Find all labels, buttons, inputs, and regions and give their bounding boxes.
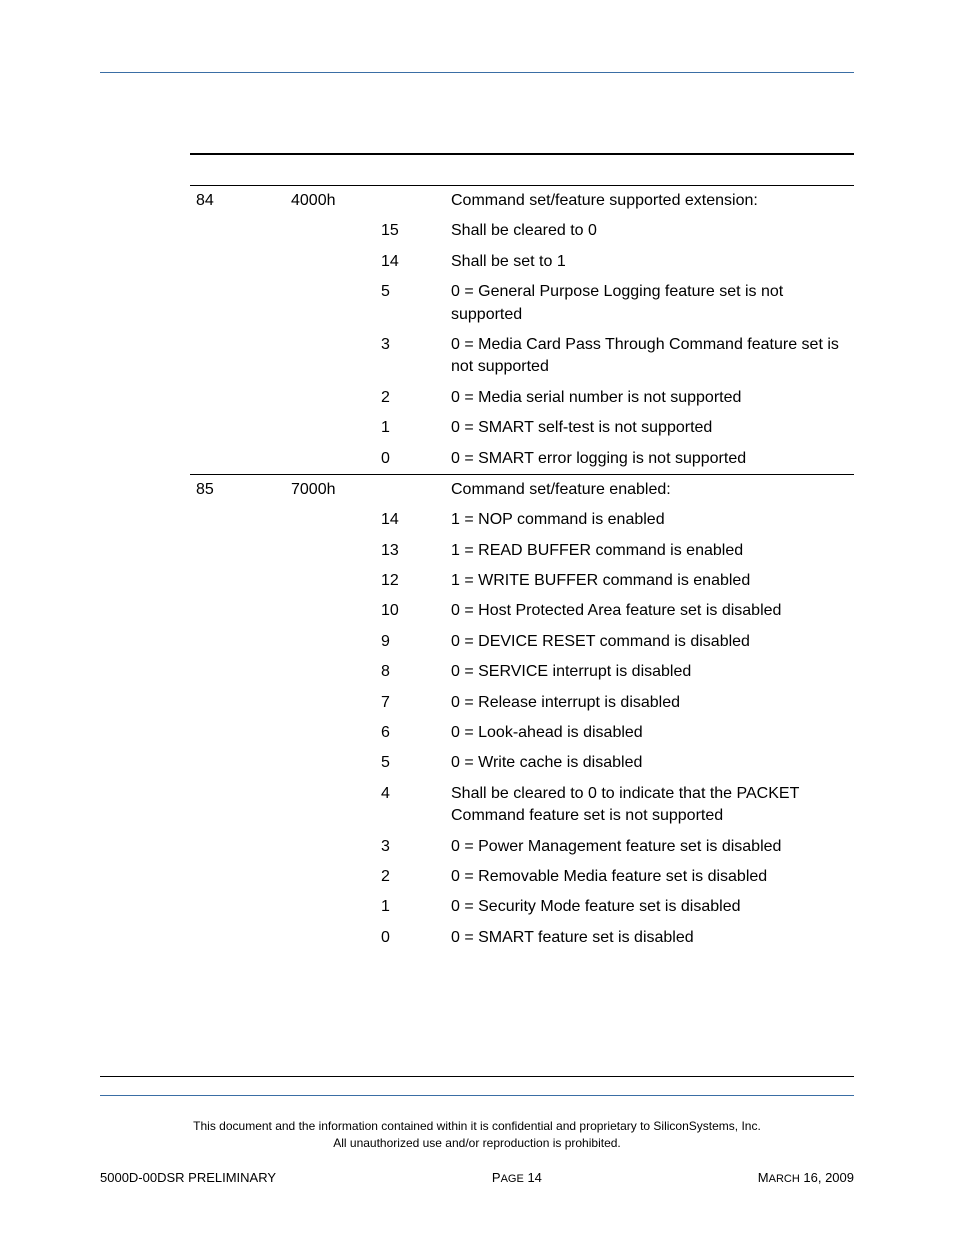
- page-content: 84 4000h Command set/feature supported e…: [0, 0, 954, 953]
- table-top-border: [190, 153, 854, 155]
- confidential-notice: This document and the information contai…: [100, 1118, 854, 1152]
- cell-desc: Command set/feature supported extension:: [445, 186, 854, 217]
- cell-desc: 1 = READ BUFFER command is enabled: [445, 536, 854, 566]
- cell-desc: 0 = SMART self-test is not supported: [445, 413, 854, 443]
- cell-word: 85: [190, 474, 285, 505]
- confidential-line2: All unauthorized use and/or reproduction…: [333, 1136, 621, 1150]
- cell-bit: 3: [375, 330, 445, 383]
- table-row: 0 0 = SMART feature set is disabled: [190, 923, 854, 953]
- cell-bit: 0: [375, 923, 445, 953]
- cell-desc: 0 = SMART error logging is not supported: [445, 444, 854, 475]
- table-row: 10 0 = Host Protected Area feature set i…: [190, 596, 854, 626]
- cell-bit: 2: [375, 862, 445, 892]
- footer-right: MARCH 16, 2009: [758, 1170, 854, 1185]
- cell-bit: 10: [375, 596, 445, 626]
- footer: This document and the information contai…: [100, 1076, 854, 1185]
- table-container: 84 4000h Command set/feature supported e…: [190, 153, 854, 953]
- cell-desc: 0 = SERVICE interrupt is disabled: [445, 657, 854, 687]
- footer-rule-blue: [100, 1095, 854, 1096]
- cell-bit: 4: [375, 779, 445, 832]
- cell-bit: 15: [375, 216, 445, 246]
- cell-bit: 14: [375, 247, 445, 277]
- table-row: 85 7000h Command set/feature enabled:: [190, 474, 854, 505]
- confidential-line1: This document and the information contai…: [193, 1119, 761, 1133]
- cell-bit: 9: [375, 627, 445, 657]
- table-row: 1 0 = SMART self-test is not supported: [190, 413, 854, 443]
- table-row: 2 0 = Removable Media feature set is dis…: [190, 862, 854, 892]
- cell-bit: 8: [375, 657, 445, 687]
- table-row: 7 0 = Release interrupt is disabled: [190, 688, 854, 718]
- table-row: 15 Shall be cleared to 0: [190, 216, 854, 246]
- table-row: 12 1 = WRITE BUFFER command is enabled: [190, 566, 854, 596]
- table-row: 13 1 = READ BUFFER command is enabled: [190, 536, 854, 566]
- table-row: 1 0 = Security Mode feature set is disab…: [190, 892, 854, 922]
- table-row: 2 0 = Media serial number is not support…: [190, 383, 854, 413]
- cell-value: 4000h: [285, 186, 375, 217]
- footer-left: 5000D-00DSR PRELIMINARY: [100, 1170, 276, 1185]
- table-row: 3 0 = Media Card Pass Through Command fe…: [190, 330, 854, 383]
- cell-bit: 5: [375, 748, 445, 778]
- table-row: 8 0 = SERVICE interrupt is disabled: [190, 657, 854, 687]
- cell-desc: 0 = Security Mode feature set is disable…: [445, 892, 854, 922]
- cell-bit: 1: [375, 892, 445, 922]
- top-rule: [100, 72, 854, 73]
- cell-bit: 14: [375, 505, 445, 535]
- cell-bit: 13: [375, 536, 445, 566]
- table-row: 6 0 = Look-ahead is disabled: [190, 718, 854, 748]
- cell-desc: 0 = Look-ahead is disabled: [445, 718, 854, 748]
- footer-line: 5000D-00DSR PRELIMINARY PAGE 14 MARCH 16…: [100, 1170, 854, 1185]
- footer-rule-black: [100, 1076, 854, 1077]
- table-row: 84 4000h Command set/feature supported e…: [190, 186, 854, 217]
- table-row: 9 0 = DEVICE RESET command is disabled: [190, 627, 854, 657]
- table-row: 14 Shall be set to 1: [190, 247, 854, 277]
- cell-desc: 0 = Media Card Pass Through Command feat…: [445, 330, 854, 383]
- cell-desc: 0 = Power Management feature set is disa…: [445, 832, 854, 862]
- cell-desc: 0 = Write cache is disabled: [445, 748, 854, 778]
- cell-bit: [375, 474, 445, 505]
- cell-bit: 6: [375, 718, 445, 748]
- cell-bit: 3: [375, 832, 445, 862]
- table-row: 3 0 = Power Management feature set is di…: [190, 832, 854, 862]
- cell-desc: Shall be set to 1: [445, 247, 854, 277]
- cell-bit: 2: [375, 383, 445, 413]
- cell-bit: 5: [375, 277, 445, 330]
- cell-bit: 12: [375, 566, 445, 596]
- cell-desc: 0 = General Purpose Logging feature set …: [445, 277, 854, 330]
- cell-desc: Shall be cleared to 0: [445, 216, 854, 246]
- cell-bit: [375, 186, 445, 217]
- cell-desc: 1 = NOP command is enabled: [445, 505, 854, 535]
- table-row: 14 1 = NOP command is enabled: [190, 505, 854, 535]
- cell-desc: Shall be cleared to 0 to indicate that t…: [445, 779, 854, 832]
- cell-bit: 1: [375, 413, 445, 443]
- cell-desc: 0 = Media serial number is not supported: [445, 383, 854, 413]
- cell-desc: 1 = WRITE BUFFER command is enabled: [445, 566, 854, 596]
- table-row: 4 Shall be cleared to 0 to indicate that…: [190, 779, 854, 832]
- cell-desc: 0 = DEVICE RESET command is disabled: [445, 627, 854, 657]
- cell-desc: 0 = Removable Media feature set is disab…: [445, 862, 854, 892]
- cell-desc: 0 = Release interrupt is disabled: [445, 688, 854, 718]
- cell-desc: Command set/feature enabled:: [445, 474, 854, 505]
- table-body: 84 4000h Command set/feature supported e…: [190, 186, 854, 954]
- table-row: 5 0 = Write cache is disabled: [190, 748, 854, 778]
- cell-desc: 0 = Host Protected Area feature set is d…: [445, 596, 854, 626]
- cell-bit: 7: [375, 688, 445, 718]
- cell-desc: 0 = SMART feature set is disabled: [445, 923, 854, 953]
- footer-center: PAGE 14: [492, 1170, 542, 1185]
- table-row: 5 0 = General Purpose Logging feature se…: [190, 277, 854, 330]
- cell-value: 7000h: [285, 474, 375, 505]
- table-row: 0 0 = SMART error logging is not support…: [190, 444, 854, 475]
- cell-word: 84: [190, 186, 285, 217]
- data-table: 84 4000h Command set/feature supported e…: [190, 185, 854, 953]
- cell-bit: 0: [375, 444, 445, 475]
